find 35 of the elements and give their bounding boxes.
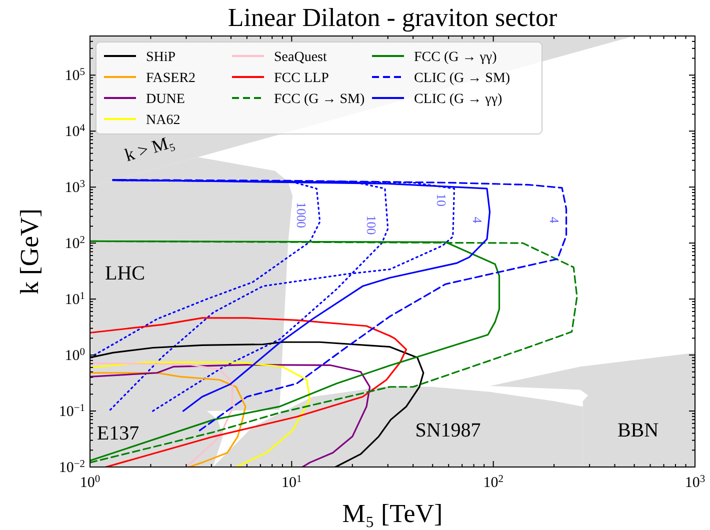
x-tick-label: 10$^{2}$ [483,474,504,491]
annotation: 1000 [294,202,310,228]
y-axis-title: k [GeV] [15,208,44,294]
chart-title: Linear Dilaton - graviton sector [228,3,558,32]
legend-label: CLIC (G → γγ) [414,92,503,107]
legend-label: SHiP [146,50,176,65]
annotation: E137 [96,422,140,445]
y-tick-label: 10$^{1}$ [64,290,85,308]
y-tick-label: 10$^{2}$ [64,234,85,252]
annotation: LHC [105,262,145,285]
x-tick-label: 10$^{0}$ [80,474,100,491]
y-tick-label: 10$^{−2}$ [58,458,85,476]
x-tick-label: 10$^{3}$ [684,474,706,491]
y-tick-label: 10$^{3}$ [64,178,85,196]
annotation: k > M₅ [122,131,176,166]
legend-label: FCC LLP [274,71,330,86]
legend-label: FCC (G → SM) [274,92,365,107]
x-tick-label: 10$^{1}$ [282,474,302,491]
x-axis-title: M₅ [TeV] [342,499,443,528]
annotation: 100 [364,215,380,235]
annotation: SN1987 [415,420,481,442]
legend-label: NA62 [146,113,180,128]
legend-label: SeaQuest [274,50,327,65]
legend-label: FCC (G → γγ) [414,50,498,65]
annotation: 10 [434,194,450,206]
y-tick-label: 10$^{5}$ [64,66,85,84]
annotation: 4 [547,216,562,224]
y-tick-label: 10$^{4}$ [64,122,86,140]
y-tick-label: 10$^{−1}$ [58,402,85,420]
annotation: 4 [470,216,486,224]
y-tick-label: 10$^{0}$ [64,346,85,364]
legend-label: CLIC (G → SM) [414,71,510,86]
legend-label: DUNE [146,92,185,107]
annotation: BBN [617,420,659,442]
legend-label: FASER2 [146,71,196,86]
